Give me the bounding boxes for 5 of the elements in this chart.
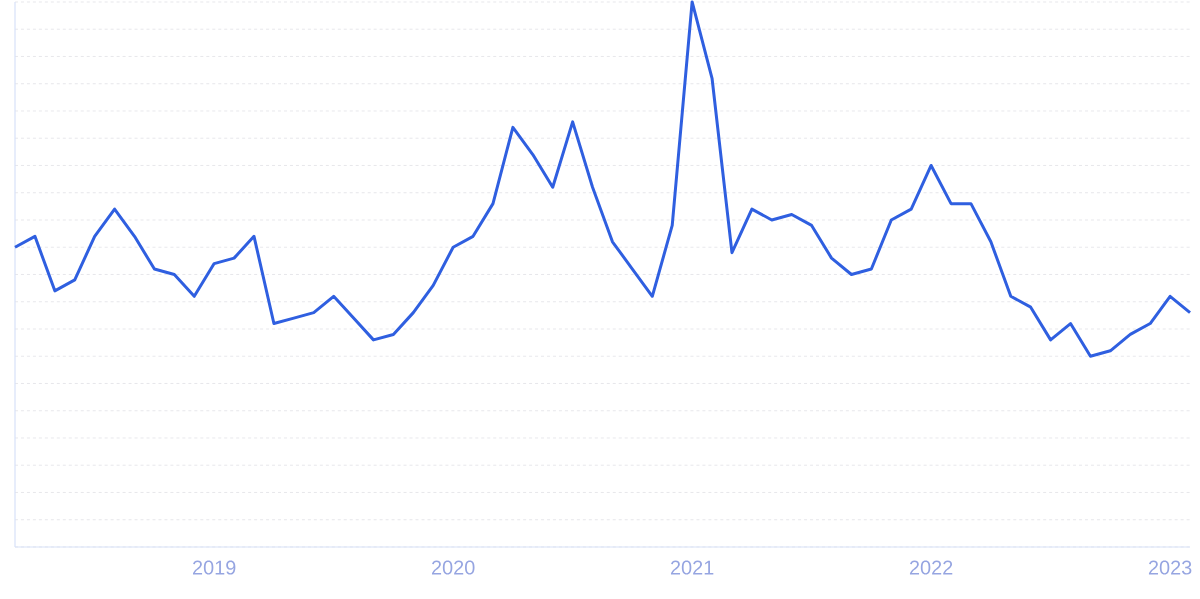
x-tick-label: 2020 [431,560,475,575]
x-tick-label: 2021 [670,560,714,575]
x-tick-label: 2019 [193,560,236,575]
x-tick-label: 2022 [909,560,953,575]
x-tick-label: 2023 [1148,560,1192,575]
